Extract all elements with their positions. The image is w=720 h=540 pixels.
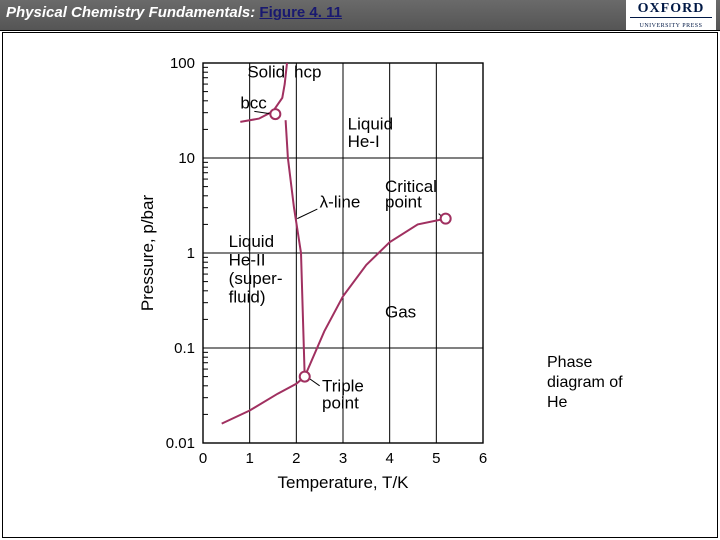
svg-text:0: 0	[199, 450, 207, 467]
svg-text:Triple: Triple	[322, 376, 364, 395]
svg-text:Gas: Gas	[385, 302, 416, 321]
svg-text:point: point	[322, 394, 359, 413]
svg-text:Liquid: Liquid	[348, 114, 393, 133]
content-frame: 0 1 2 3 4 5 6 0.01 0.1 1 10 100 Temperature, T/K Pres…	[2, 32, 718, 538]
publisher-logo: OXFORD UNIVERSITY PRESS	[626, 0, 716, 30]
logo-sub: UNIVERSITY PRESS	[630, 17, 712, 33]
svg-text:2: 2	[292, 450, 300, 467]
caption-line: diagram of	[547, 374, 623, 391]
svg-text:Temperature, T/K: Temperature, T/K	[277, 473, 409, 492]
title-prefix: Physical Chemistry Fundamentals:	[6, 4, 259, 21]
svg-text:4: 4	[385, 450, 393, 467]
svg-text:He-II: He-II	[229, 250, 266, 269]
chart-svg: 0 1 2 3 4 5 6 0.01 0.1 1 10 100 Temperature, T/K Pres…	[133, 53, 503, 513]
svg-text:3: 3	[339, 450, 347, 467]
svg-text:hcp: hcp	[294, 63, 321, 82]
svg-text:Pressure, p/bar: Pressure, p/bar	[138, 195, 157, 312]
caption-line: He	[547, 394, 567, 411]
caption-line: Phase	[547, 354, 592, 371]
svg-text:5: 5	[432, 450, 440, 467]
phase-diagram-chart: 0 1 2 3 4 5 6 0.01 0.1 1 10 100 Temperature, T/K Pres…	[133, 53, 503, 513]
svg-text:Solid: Solid	[247, 63, 285, 82]
svg-text:0.1: 0.1	[174, 340, 195, 357]
svg-text:λ-line: λ-line	[320, 193, 361, 212]
svg-text:(super-: (super-	[229, 269, 283, 288]
logo-main: OXFORD	[626, 0, 716, 16]
svg-text:100: 100	[170, 55, 195, 72]
svg-text:6: 6	[479, 450, 487, 467]
svg-text:fluid): fluid)	[229, 288, 266, 307]
figure-caption: Phase diagram of He	[547, 353, 647, 413]
svg-text:Liquid: Liquid	[229, 232, 274, 251]
svg-text:point: point	[385, 193, 422, 212]
svg-text:bcc: bcc	[240, 94, 267, 113]
figure-ref: Figure 4. 11	[259, 4, 342, 21]
svg-text:He-I: He-I	[348, 132, 380, 151]
header-title: Physical Chemistry Fundamentals: Figure …	[6, 4, 342, 21]
svg-text:1: 1	[245, 450, 253, 467]
svg-text:10: 10	[178, 150, 195, 167]
header-bar: Physical Chemistry Fundamentals: Figure …	[0, 0, 720, 31]
svg-text:0.01: 0.01	[166, 435, 195, 452]
svg-text:1: 1	[187, 245, 195, 262]
